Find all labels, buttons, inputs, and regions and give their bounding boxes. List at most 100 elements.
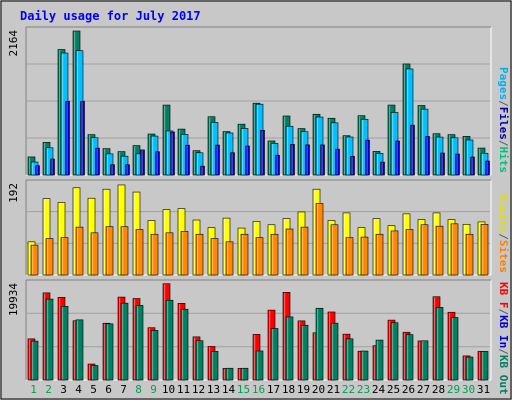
bar-sites-day-17 [270,233,279,276]
bar-kb-out-day-19 [300,324,309,381]
day-label-10: 10 [162,383,175,396]
bar-pages-day-5 [95,147,100,176]
day-label-25: 25 [387,383,400,396]
bar-pages-day-2 [50,158,55,176]
bar-sites-day-21 [330,224,339,276]
bar-sites-day-20 [315,203,324,276]
kbytes-panel: 19934 KB F/KB In/KB Out [7,279,510,395]
bar-sites-day-18 [285,228,294,276]
bar-sites-day-9 [150,233,159,276]
legend-separator: / [497,100,510,107]
bar-pages-day-10 [170,131,175,176]
bar-kb-out-day-10 [165,299,174,381]
bar-kb-out-day-15 [240,367,249,381]
bar-pages-day-8 [140,149,145,176]
bar-kb-out-day-13 [210,351,219,381]
bar-pages-day-28 [440,152,445,176]
bar-sites-day-7 [120,226,129,276]
bar-pages-day-30 [470,156,475,176]
day-label-12: 12 [192,383,205,396]
bar-sites-day-6 [105,226,114,276]
bar-kb-out-day-2 [45,298,54,381]
legend-kb-in: KB In [497,315,510,348]
bar-kb-out-day-27 [420,340,429,381]
bar-pages-day-12 [200,165,205,176]
legend-hits: Hits [497,147,510,174]
bar-sites-day-12 [195,233,204,276]
bar-pages-day-13 [215,144,220,176]
day-label-8: 8 [135,383,142,396]
bar-pages-day-24 [380,161,385,176]
day-label-30: 30 [462,383,475,396]
bar-sites-day-8 [135,229,144,276]
day-label-28: 28 [432,383,445,396]
hits-files-pages-panel: 2164 Pages/Files/Hits [7,26,510,176]
bar-sites-day-1 [30,244,39,276]
bar-pages-day-15 [245,145,250,176]
side-legend: KB F/KB In/KB Out [497,282,510,395]
bar-sites-day-3 [60,237,69,276]
bar-kb-out-day-3 [60,306,69,381]
bar-pages-day-29 [455,153,460,176]
bar-pages-day-4 [80,100,85,176]
bar-pages-day-17 [275,154,280,176]
bar-kb-out-day-21 [330,322,339,381]
bar-pages-day-16 [260,129,265,176]
bar-files-day-12 [195,152,204,176]
bar-kb-out-day-18 [285,316,294,381]
side-legend: Visits/Sites [497,194,510,274]
day-label-4: 4 [75,383,82,396]
bar-sites-day-19 [300,226,309,276]
bar-sites-day-23 [360,236,369,276]
bar-kb-out-day-29 [450,317,459,381]
bar-kb-out-day-23 [360,350,369,381]
bar-kb-out-day-12 [195,340,204,381]
bar-pages-day-1 [35,165,40,176]
day-label-20: 20 [312,383,325,396]
day-label-15: 15 [237,383,250,396]
bar-sites-day-30 [465,233,474,276]
bar-pages-day-20 [320,144,325,176]
y-max-label: 19934 [7,283,20,316]
legend-separator: / [497,348,510,355]
legend-separator: / [497,140,510,147]
day-label-19: 19 [297,383,310,396]
day-label-24: 24 [372,383,386,396]
bar-kb-out-day-5 [90,365,99,381]
bar-sites-day-4 [75,226,84,276]
day-label-3: 3 [60,383,67,396]
bar-sites-day-13 [210,238,219,276]
day-label-5: 5 [90,383,97,396]
bar-sites-day-28 [435,225,444,276]
bar-sites-day-11 [180,231,189,276]
legend-kb-f: KB F [497,282,510,309]
bar-sites-day-2 [45,238,54,276]
legend-visits: Visits [497,194,510,234]
bar-kb-out-day-31 [480,351,489,381]
day-labels: 1 2 3 4 5 6 7 8 9 10 11 12 13 14 15 16 17 18 19 20 21 22 23 24 2… [30,383,490,396]
bar-pages-day-27 [425,136,430,176]
bar-kb-out-day-9 [150,330,159,381]
legend-separator: / [497,233,510,240]
y-max-label: 192 [7,183,20,203]
bar-sites-day-26 [405,229,414,276]
bar-kb-out-day-16 [255,350,264,381]
bar-pages-day-23 [365,139,370,176]
legend-kb-out: KB Out [497,355,510,395]
bar-kb-out-day-17 [270,328,279,381]
bar-pages-day-21 [335,148,340,176]
bar-kb-out-day-7 [120,302,129,381]
day-label-13: 13 [207,383,220,396]
bar-pages-day-18 [290,144,295,176]
y-max-label: 2164 [7,30,20,57]
day-label-1: 1 [30,383,37,396]
day-label-31: 31 [477,383,490,396]
bar-pages-day-19 [305,144,310,176]
side-legend: Pages/Files/Hits [497,67,510,173]
bar-pages-day-22 [350,156,355,176]
bar-sites-day-15 [240,233,249,276]
bar-sites-day-24 [375,233,384,276]
legend-sites: Sites [497,240,510,273]
